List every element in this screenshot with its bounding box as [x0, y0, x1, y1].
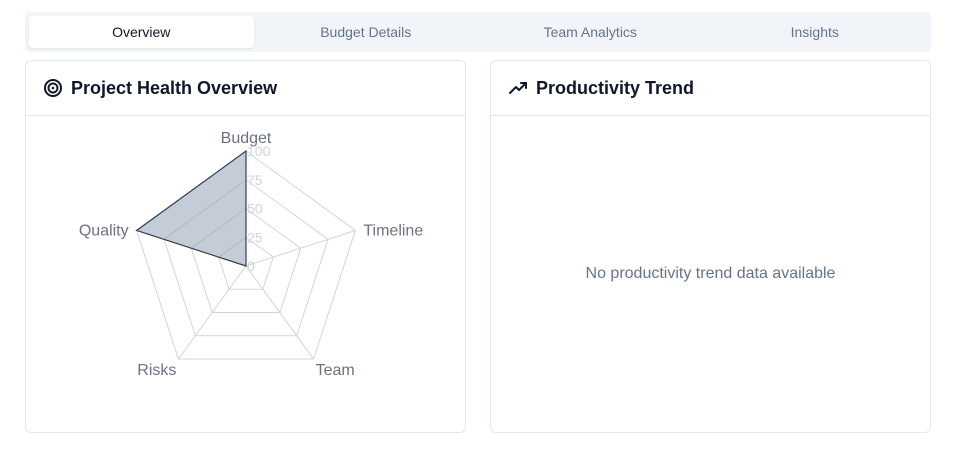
radar-tick-label: 0: [247, 258, 255, 274]
productivity-trend-header: Productivity Trend: [491, 61, 930, 116]
radar-axis-label: Budget: [221, 130, 272, 147]
radar-tick-label: 50: [247, 201, 263, 217]
tab-overview[interactable]: Overview: [29, 16, 254, 48]
target-icon: [43, 78, 63, 98]
productivity-trend-card: Productivity Trend No productivity trend…: [490, 60, 931, 433]
radar-axis-label: Quality: [79, 222, 129, 239]
radar-spoke: [178, 265, 247, 360]
radar-spoke: [245, 265, 314, 360]
radar-axis-label: Timeline: [363, 222, 423, 239]
radar-chart: 0 25 50 75 100 Budget Timeline Team Risks Quality: [26, 116, 465, 432]
productivity-trend-title: Productivity Trend: [536, 77, 695, 98]
trending-up-icon: [508, 78, 528, 98]
radar-tick-label: 100: [247, 143, 271, 159]
radar-axis-label: Team: [316, 362, 355, 379]
project-health-card: Project Health Overview 0 25 50 75 100 Budget…: [25, 60, 466, 433]
empty-state-message: No productivity trend data available: [585, 265, 836, 282]
tab-budget-details[interactable]: Budget Details: [320, 24, 412, 40]
tab-insights[interactable]: Insights: [790, 24, 839, 40]
project-health-title: Project Health Overview: [71, 77, 278, 98]
project-health-header: Project Health Overview: [26, 61, 465, 116]
radar-axis-label: Risks: [137, 362, 176, 379]
radar-data-area: [135, 149, 247, 267]
tab-team-analytics[interactable]: Team Analytics: [543, 24, 637, 40]
tab-bar: Overview Budget Details Team Analytics I…: [25, 12, 931, 52]
radar-tick-label: 75: [247, 172, 263, 188]
radar-tick-label: 25: [247, 229, 263, 245]
radar-spoke: [245, 229, 356, 267]
